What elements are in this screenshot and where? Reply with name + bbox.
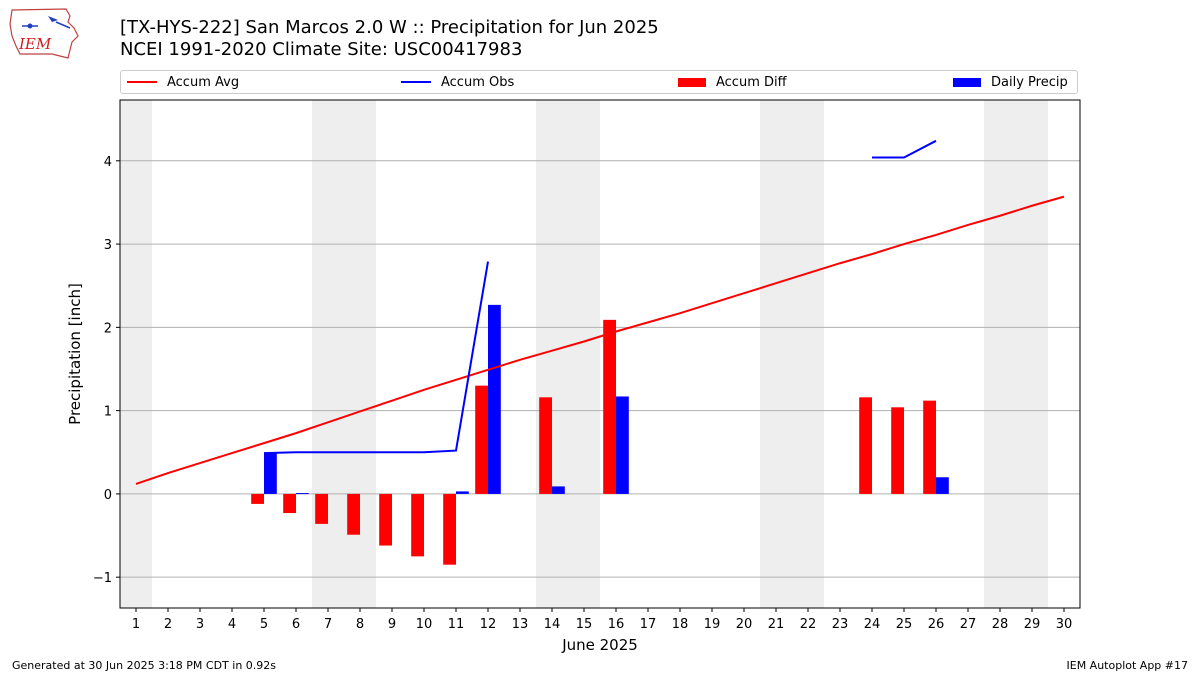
accum-diff-bar [379, 493, 392, 546]
x-tick-label: 26 [928, 617, 945, 632]
x-tick-label: 25 [896, 617, 913, 632]
chart-title: [TX-HYS-222] San Marcos 2.0 W :: Precipi… [120, 17, 659, 38]
iem-logo: IEM [8, 6, 80, 60]
x-tick-label: 7 [324, 617, 332, 632]
y-tick-label: 2 [104, 321, 112, 336]
accum-diff-bar [283, 493, 296, 514]
x-tick-label: 27 [960, 617, 977, 632]
accum-diff-bar [923, 400, 936, 494]
accum-obs-line [263, 261, 489, 455]
x-tick-label: 23 [832, 617, 849, 632]
y-tick-label: 0 [104, 488, 112, 503]
accum-diff-bar [347, 493, 360, 535]
y-tick-label: 4 [104, 155, 112, 170]
x-tick-label: 15 [576, 617, 593, 632]
weekend-shade [120, 100, 152, 608]
x-tick-label: 3 [196, 617, 204, 632]
daily-precip-bar [616, 396, 629, 494]
daily-precip-bar [296, 493, 309, 495]
weekend-shade [1016, 100, 1048, 608]
x-tick-label: 9 [388, 617, 396, 632]
x-tick-label: 24 [864, 617, 881, 632]
daily-precip-bar [264, 453, 277, 494]
x-tick-label: 22 [800, 617, 817, 632]
x-tick-label: 29 [1024, 617, 1041, 632]
x-tick-label: 21 [768, 617, 785, 632]
x-tick-label: 2 [164, 617, 172, 632]
legend-label-accum-obs: Accum Obs [441, 74, 515, 90]
accum-diff-bar [251, 493, 264, 504]
legend-label-daily-precip: Daily Precip [991, 74, 1068, 90]
daily-precip-bar [456, 491, 469, 494]
daily-precip-bar [936, 477, 949, 494]
x-tick-label: 12 [480, 617, 497, 632]
x-tick-label: 19 [704, 617, 721, 632]
accum-diff-bar [603, 319, 616, 494]
x-tick-label: 6 [292, 617, 300, 632]
legend-swatch-daily-precip [953, 77, 981, 87]
daily-precip-bar [552, 486, 565, 494]
y-tick-label: −1 [93, 571, 112, 586]
x-tick-label: 13 [512, 617, 529, 632]
legend-swatch-accum-obs [401, 81, 431, 83]
weekend-shade [792, 100, 824, 608]
x-tick-label: 4 [228, 617, 236, 632]
footer-generated: Generated at 30 Jun 2025 3:18 PM CDT in … [12, 659, 277, 672]
accum-diff-bar [315, 493, 328, 524]
accum-diff-bar [475, 385, 488, 494]
x-tick-label: 30 [1056, 617, 1073, 632]
x-tick-label: 10 [416, 617, 433, 632]
legend-swatch-accum-diff [678, 77, 706, 87]
x-tick-label: 5 [260, 617, 268, 632]
y-axis-label: Precipitation [inch] [66, 283, 84, 425]
logo-text: IEM [18, 35, 52, 53]
x-tick-label: 28 [992, 617, 1009, 632]
legend-label-accum-diff: Accum Diff [716, 74, 787, 90]
accum-diff-bar [411, 493, 424, 557]
legend-item-daily-precip: Daily Precip [953, 71, 1068, 93]
accum-obs-line [872, 139, 937, 159]
weekend-shade [984, 100, 1016, 608]
x-tick-label: 1 [132, 617, 140, 632]
footer-app: IEM Autoplot App #17 [1066, 659, 1189, 672]
legend-label-accum-avg: Accum Avg [167, 74, 240, 90]
legend-item-accum-obs: Accum Obs [401, 71, 514, 93]
legend-item-accum-avg: Accum Avg [127, 71, 239, 93]
x-tick-label: 11 [448, 617, 465, 632]
weekend-shade [312, 100, 344, 608]
x-tick-label: 16 [608, 617, 625, 632]
y-tick-label: 1 [104, 405, 112, 420]
legend: Accum Avg Accum Obs Accum Diff Daily Pre… [120, 70, 1078, 94]
accum-diff-bar [859, 397, 872, 494]
weekend-shade [568, 100, 600, 608]
x-tick-label: 17 [640, 617, 657, 632]
x-tick-label: 18 [672, 617, 689, 632]
chart-subtitle: NCEI 1991-2020 Climate Site: USC00417983 [120, 39, 523, 60]
accum-avg-line [135, 195, 1065, 485]
plot-frame [119, 99, 1081, 609]
legend-item-accum-diff: Accum Diff [678, 71, 787, 93]
accum-diff-bar [891, 407, 904, 494]
x-axis-label: June 2025 [561, 636, 638, 654]
legend-swatch-accum-avg [127, 81, 157, 83]
x-tick-label: 8 [356, 617, 364, 632]
weekend-shade [760, 100, 792, 608]
y-tick-label: 3 [104, 238, 112, 253]
accum-diff-bar [443, 493, 456, 565]
x-tick-label: 14 [544, 617, 561, 632]
accum-diff-bar [539, 397, 552, 494]
x-tick-label: 20 [736, 617, 753, 632]
daily-precip-bar [488, 304, 501, 494]
